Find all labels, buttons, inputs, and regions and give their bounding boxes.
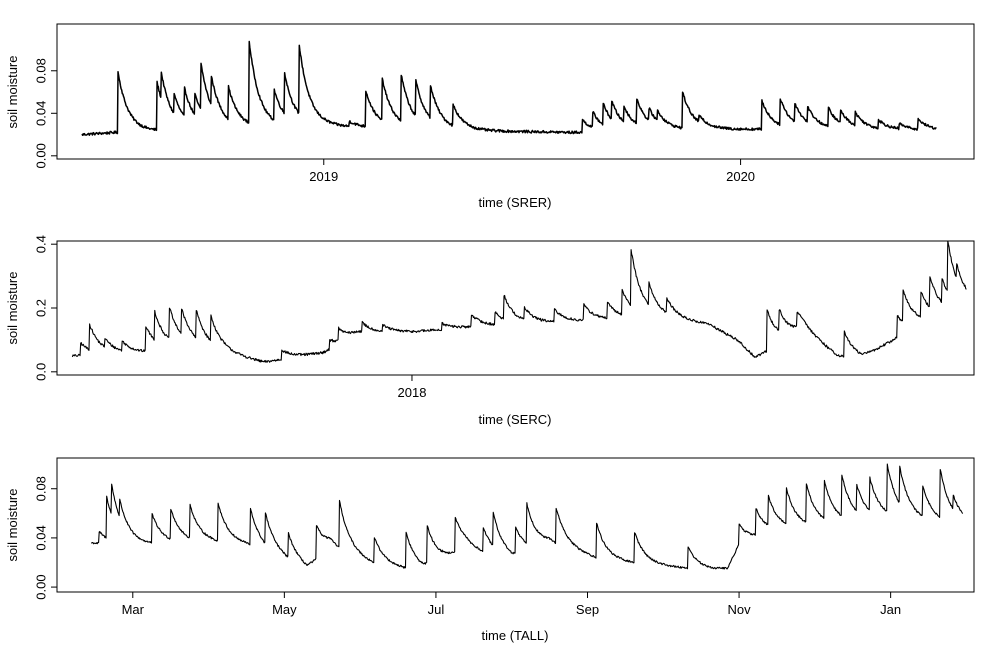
plot-frame <box>56 23 975 160</box>
y-axis-title: soil moisture <box>5 56 20 129</box>
x-axis-title: time (TALL) <box>482 628 549 643</box>
x-ticks: 2018 <box>398 375 427 400</box>
x-tick-label: 2019 <box>309 169 338 184</box>
y-tick-label: 0.0 <box>33 363 48 381</box>
x-tick-label: Mar <box>122 602 145 617</box>
y-ticks: 0.00 0.04 0.08 <box>33 58 58 168</box>
y-ticks: 0.0 0.2 0.4 <box>33 235 58 381</box>
x-tick-label: 2020 <box>726 169 755 184</box>
y-tick-label: 0.08 <box>33 58 48 83</box>
x-tick-label: 2018 <box>398 385 427 400</box>
x-axis-title: time (SERC) <box>479 412 552 427</box>
y-tick-label: 0.4 <box>33 235 48 253</box>
x-tick-label: Nov <box>728 602 752 617</box>
panel-serc: 2018 0.0 0.2 0.4 time (SERC) soil moisture <box>5 235 975 427</box>
plot-frame <box>56 457 975 593</box>
y-tick-label: 0.04 <box>33 101 48 126</box>
y-tick-label: 0.04 <box>33 525 48 550</box>
y-tick-label: 0.2 <box>33 299 48 317</box>
y-tick-label: 0.00 <box>33 143 48 168</box>
y-ticks: 0.00 0.04 0.08 <box>33 476 58 600</box>
y-tick-label: 0.00 <box>33 574 48 599</box>
y-tick-label: 0.08 <box>33 476 48 501</box>
x-ticks: Mar May Jul Sep Nov Jan <box>122 592 901 617</box>
x-tick-label: May <box>272 602 297 617</box>
y-axis-title: soil moisture <box>5 272 20 345</box>
x-ticks: 2019 2020 <box>309 159 755 184</box>
series-line <box>71 240 967 363</box>
panel-tall: Mar May Jul Sep Nov Jan 0.00 0.04 0.08 time (TA… <box>5 457 975 643</box>
y-axis-title: soil moisture <box>5 489 20 562</box>
x-axis-title: time (SRER) <box>479 195 552 210</box>
x-tick-label: Jul <box>428 602 445 617</box>
series-line <box>81 40 937 137</box>
series-line <box>91 463 964 570</box>
panel-srer: 2019 2020 0.00 0.04 0.08 time (SRER) soil m… <box>5 23 975 210</box>
x-tick-label: Jan <box>880 602 901 617</box>
x-tick-label: Sep <box>576 602 599 617</box>
